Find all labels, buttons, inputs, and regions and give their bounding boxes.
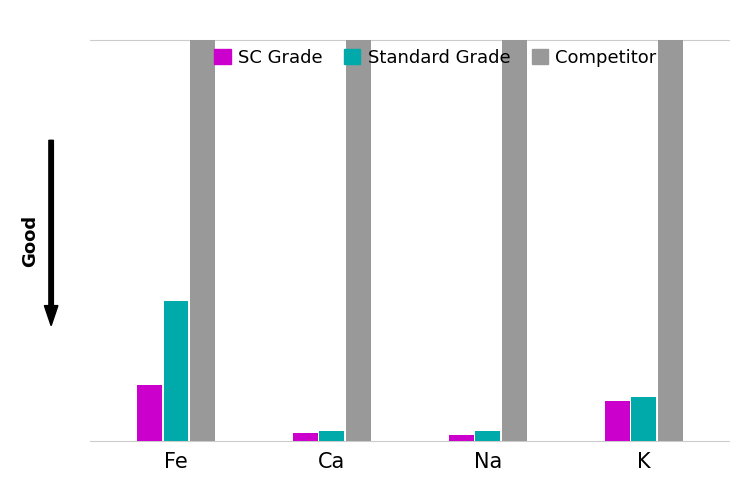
Bar [320,431,344,441]
Bar [346,40,371,441]
Bar [631,397,656,441]
Bar [605,401,629,441]
Bar [475,431,500,441]
Bar [293,433,318,441]
Legend: SC Grade, Standard Grade, Competitor: SC Grade, Standard Grade, Competitor [214,49,656,67]
Bar [502,40,526,441]
Bar [137,385,162,441]
Bar [658,40,683,441]
Bar [190,40,215,441]
Bar [449,435,474,441]
Text: Good: Good [21,214,39,267]
Bar [163,301,189,441]
